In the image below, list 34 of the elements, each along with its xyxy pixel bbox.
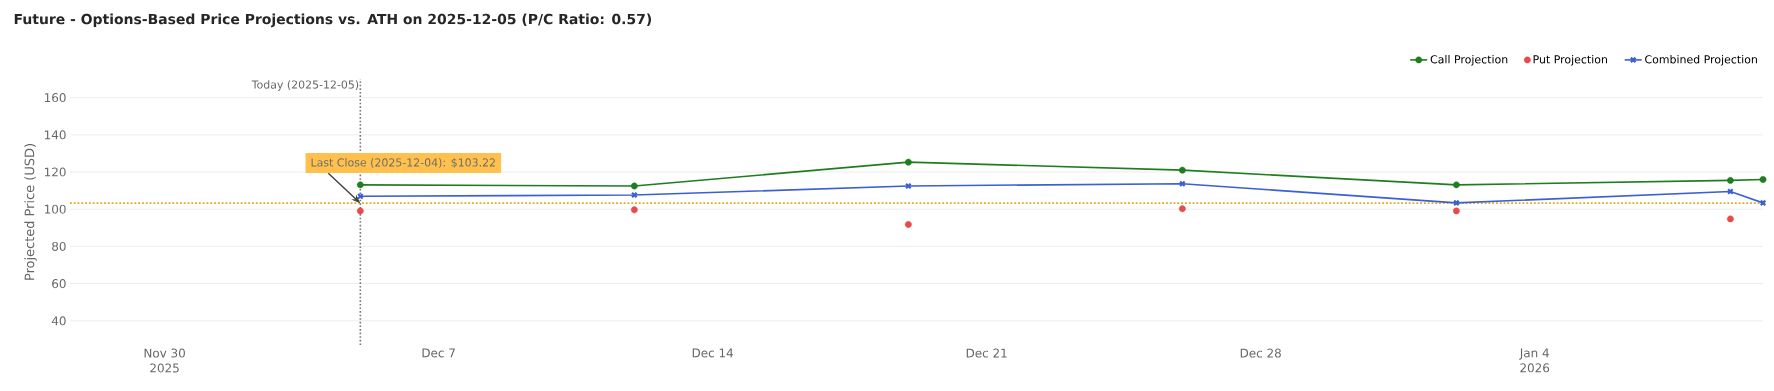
y-tick-label: 140	[44, 130, 66, 140]
point	[904, 158, 912, 166]
y-tick-label: 80	[52, 241, 66, 251]
x-tick-label: Dec 7	[422, 348, 455, 358]
point	[1452, 181, 1460, 189]
x-tick-label: Dec 14	[692, 348, 734, 358]
y-tick-label: 100	[44, 204, 66, 214]
ref-line-label: Today (2025-12-05)	[251, 80, 359, 91]
y-tick-label: 60	[52, 279, 66, 289]
point	[1759, 176, 1767, 183]
legend-label: Call Projection	[1430, 54, 1508, 66]
x-tick-label: Dec 28	[1240, 348, 1281, 358]
legend-label: Combined Projection	[1645, 54, 1757, 66]
point	[1727, 176, 1734, 184]
annotation: Last Close (2025-12-04): $103.22	[311, 158, 495, 169]
legend-label: Put Projection	[1533, 54, 1607, 66]
y-tick-label: 160	[44, 93, 66, 103]
point	[1453, 199, 1460, 207]
point	[630, 206, 638, 214]
point	[904, 221, 912, 228]
x-tick-label: Jan 4 2026	[1519, 348, 1550, 373]
point	[1727, 215, 1734, 223]
point	[356, 181, 364, 189]
x-tick-label: Dec 21	[966, 348, 1007, 358]
y-tick-label: 40	[51, 316, 66, 326]
point	[356, 207, 364, 215]
y-axis-title: Projected Price (USD)	[24, 144, 37, 280]
point	[630, 182, 638, 190]
point	[1178, 205, 1186, 213]
y-tick-label: 120	[44, 167, 66, 177]
point	[1452, 207, 1460, 215]
point	[1178, 166, 1186, 174]
chart-title: Future - Options-Based Price Projections vs. ATH on 2025-12-05 (P/C Ratio: 0.57)	[14, 13, 652, 28]
x-tick-label: Nov 30 2025	[144, 348, 185, 373]
